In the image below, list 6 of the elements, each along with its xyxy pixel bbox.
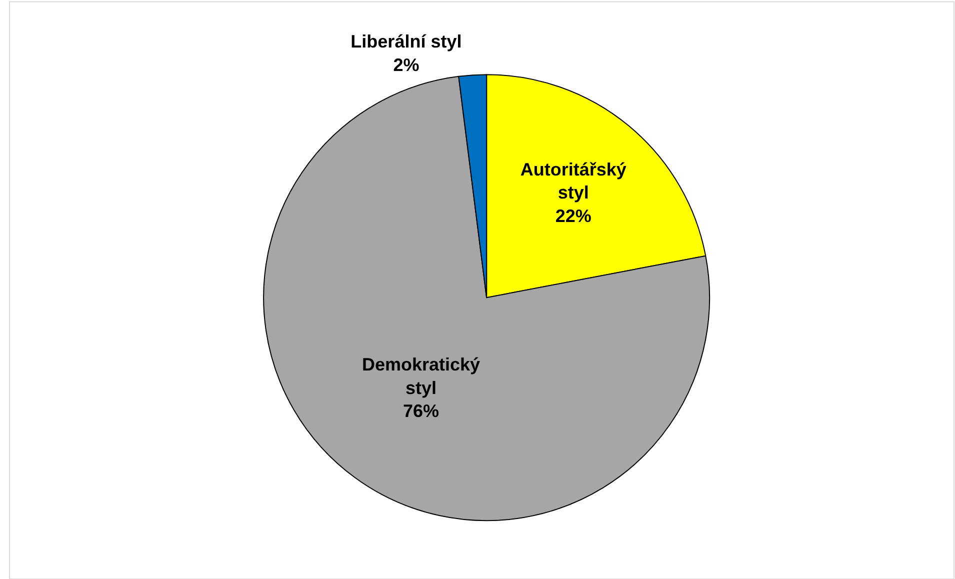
data-label: 22%	[555, 206, 592, 226]
slice-label: Liberální styl	[350, 32, 462, 52]
data-label: 76%	[403, 401, 440, 422]
data-label: 2%	[393, 55, 420, 76]
slice-label: Autoritářský styl	[520, 159, 626, 203]
slice-label: Demokratický styl	[362, 354, 480, 398]
